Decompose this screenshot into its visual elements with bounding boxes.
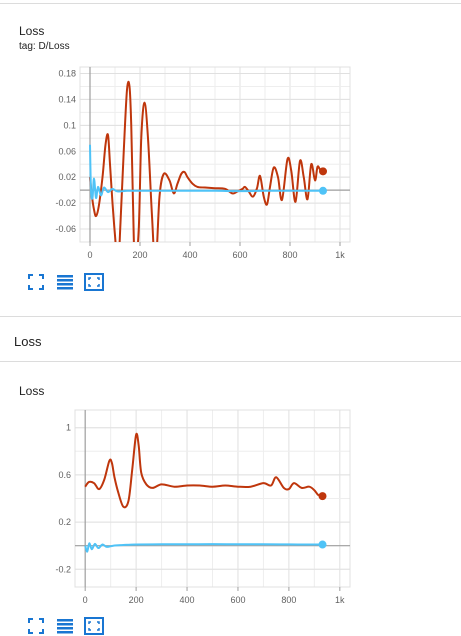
expand-icon xyxy=(28,618,44,634)
fit-domain-icon xyxy=(84,273,104,291)
section-header-divider xyxy=(0,361,461,362)
x-tick-label: 800 xyxy=(281,595,296,605)
x-tick-label: 400 xyxy=(180,595,195,605)
fit-domain-button[interactable] xyxy=(84,273,104,291)
card-title: Loss xyxy=(19,24,45,38)
y-tick-label: 1 xyxy=(66,423,71,433)
y-tick-label: -0.06 xyxy=(55,224,76,234)
y-tick-label: -0.2 xyxy=(55,564,71,574)
x-tick-label: 200 xyxy=(132,250,147,260)
y-tick-label: 0.2 xyxy=(58,517,71,527)
y-tick-label: 0.1 xyxy=(63,120,76,130)
series-end-point-0 xyxy=(319,167,327,176)
expand-icon xyxy=(28,274,44,290)
x-tick-label: 800 xyxy=(282,250,297,260)
x-tick-label: 400 xyxy=(182,250,197,260)
data-table-button[interactable] xyxy=(55,617,75,635)
y-tick-label: 0.6 xyxy=(58,470,71,480)
data-table-icon xyxy=(57,619,73,634)
card-toolbar xyxy=(26,273,104,291)
data-table-icon xyxy=(57,275,73,290)
x-tick-label: 200 xyxy=(129,595,144,605)
x-tick-label: 0 xyxy=(83,595,88,605)
y-tick-label: 0.02 xyxy=(58,172,76,182)
series-end-point-0 xyxy=(318,492,327,501)
x-tick-label: 1k xyxy=(335,595,345,605)
x-tick-label: 1k xyxy=(335,250,345,260)
x-tick-label: 600 xyxy=(232,250,247,260)
card-tag: tag: D/Loss xyxy=(19,41,70,52)
expand-button[interactable] xyxy=(26,273,46,291)
plot-border xyxy=(79,66,351,243)
plot-border xyxy=(74,409,351,588)
series-line-0 xyxy=(89,80,324,242)
top-divider xyxy=(0,3,461,4)
card-title: Loss xyxy=(19,384,45,398)
section-divider xyxy=(0,316,461,317)
series-line-1 xyxy=(84,542,323,553)
y-tick-label: 0.14 xyxy=(58,94,76,104)
series-end-point-1 xyxy=(319,186,327,195)
x-tick-label: 0 xyxy=(87,250,92,260)
line-chart[interactable]: 0.18 0.14 0.1 0.06 0.02 -0.02 -0.06 0 200 400 600 8… xyxy=(0,0,461,270)
data-table-button[interactable] xyxy=(55,273,75,291)
fit-domain-icon xyxy=(84,617,104,635)
series-line-1 xyxy=(89,144,323,200)
y-tick-label: -0.02 xyxy=(55,198,76,208)
series-line-0 xyxy=(84,432,323,509)
section-title[interactable]: Loss xyxy=(14,334,42,349)
fit-domain-button[interactable] xyxy=(84,617,104,635)
y-tick-label: 0.06 xyxy=(58,146,76,156)
x-tick-label: 600 xyxy=(230,595,245,605)
y-tick-label: 0.18 xyxy=(58,68,76,78)
series-end-point-1 xyxy=(318,540,327,549)
card-toolbar xyxy=(26,617,104,635)
expand-button[interactable] xyxy=(26,617,46,635)
